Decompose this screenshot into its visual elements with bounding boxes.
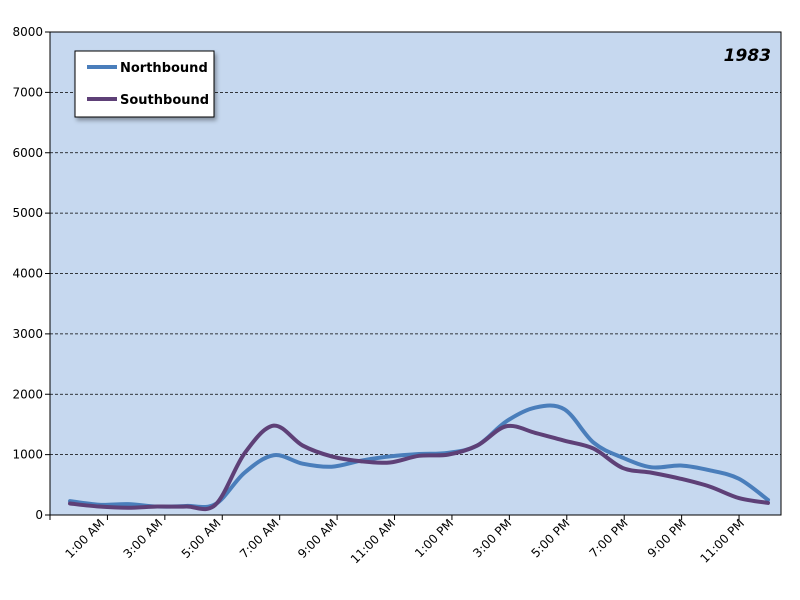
x-tick-label: 3:00 PM [470,516,514,560]
y-tick-label: 5000 [12,206,43,220]
y-tick-label: 0 [35,508,43,522]
series-lines [68,403,770,512]
x-tick-label: 9:00 AM [295,516,340,561]
y-tick-label: 1000 [12,448,43,462]
x-tick-label: 11:00 PM [698,516,747,565]
x-tick-label: 3:00 AM [121,516,166,561]
legend-box [74,50,215,118]
x-tick-label: 7:00 AM [237,516,282,561]
x-tick-label: 5:00 PM [528,516,572,560]
x-tick-label: 1:00 PM [412,516,456,560]
y-tick-label: 6000 [12,146,43,160]
y-tick-label: 8000 [12,25,43,39]
legend-label-southbound: Southbound [120,93,209,108]
chart-title: 1983 [724,46,771,66]
y-tick-label: 3000 [12,327,43,341]
series-line-southbound [68,423,770,512]
x-tick-label: 7:00 PM [587,516,631,560]
y-tick-label: 7000 [12,85,43,99]
x-tick-label: 5:00 AM [179,516,224,561]
x-axis: 1:00 AM 3:00 AM 5:00 AM 7:00 AM 9:00 AM 11:00… [49,515,747,566]
x-tick-label: 9:00 PM [645,516,689,560]
legend: Northbound Southbound [74,50,215,118]
x-tick-label: 11:00 AM [348,516,398,566]
y-tick-label: 2000 [12,387,43,401]
x-tick-label: 1:00 AM [62,516,107,561]
y-axis: 0 1000 2000 3000 4000 5000 6000 7000 8000 [12,25,50,522]
y-tick-label: 4000 [12,267,43,281]
legend-label-northbound: Northbound [120,61,208,76]
